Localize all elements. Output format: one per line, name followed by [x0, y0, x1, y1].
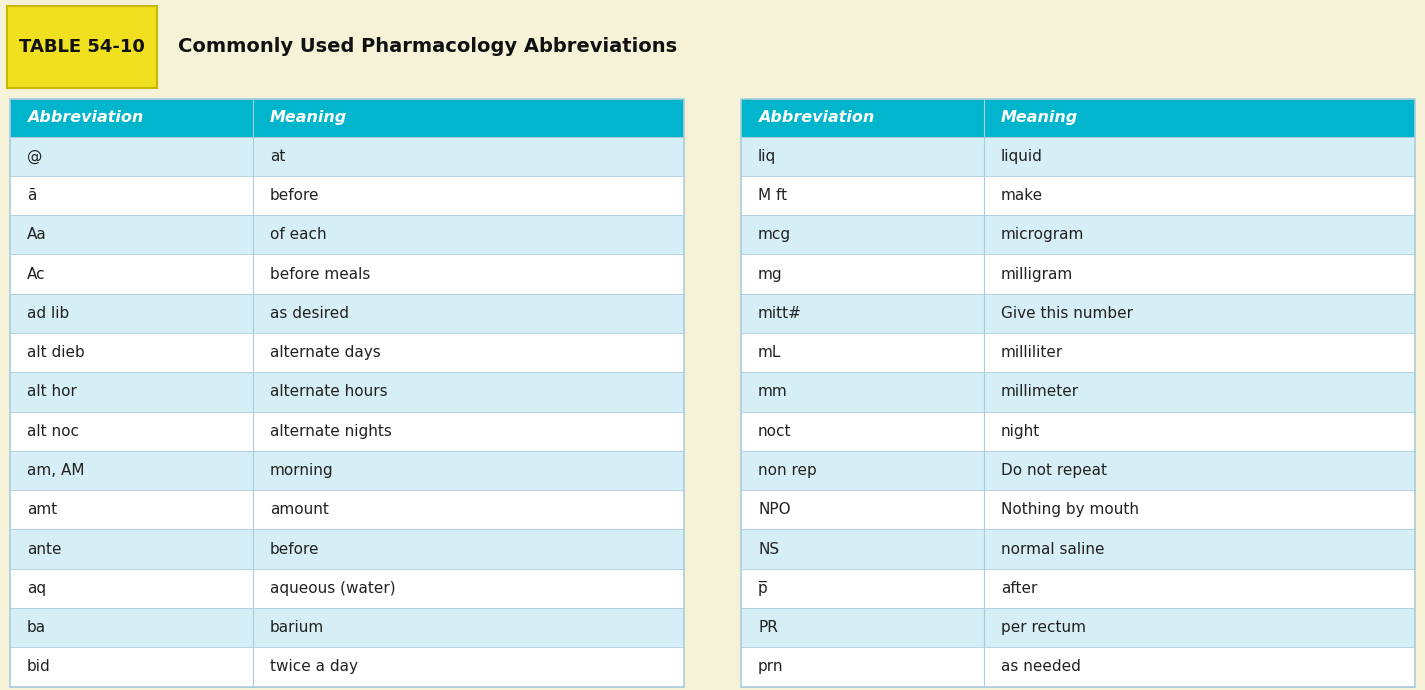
Text: bid: bid: [27, 660, 51, 674]
Bar: [741, 99, 1415, 137]
Bar: [10, 451, 684, 490]
Text: mm: mm: [758, 384, 788, 400]
Bar: [741, 333, 1415, 373]
Text: PR: PR: [758, 620, 778, 635]
Text: @: @: [27, 149, 43, 164]
Bar: [10, 411, 684, 451]
Text: night: night: [1000, 424, 1040, 439]
Text: as desired: as desired: [269, 306, 349, 321]
Text: twice a day: twice a day: [269, 660, 358, 674]
Text: aq: aq: [27, 581, 46, 596]
Bar: [10, 569, 684, 608]
Text: alternate nights: alternate nights: [269, 424, 392, 439]
Bar: [10, 647, 684, 687]
Text: Commonly Used Pharmacology Abbreviations: Commonly Used Pharmacology Abbreviations: [178, 37, 677, 56]
Text: mitt#: mitt#: [758, 306, 802, 321]
Bar: [10, 373, 684, 411]
Bar: [741, 569, 1415, 608]
Text: Give this number: Give this number: [1000, 306, 1133, 321]
Bar: [7, 6, 157, 88]
Text: alternate days: alternate days: [269, 345, 380, 360]
Bar: [741, 176, 1415, 215]
Text: mL: mL: [758, 345, 781, 360]
Text: alt dieb: alt dieb: [27, 345, 85, 360]
Text: Ac: Ac: [27, 266, 46, 282]
Text: prn: prn: [758, 660, 784, 674]
Text: amt: amt: [27, 502, 57, 518]
Text: milligram: milligram: [1000, 266, 1073, 282]
Bar: [0, 0, 1425, 93]
Text: before: before: [269, 188, 319, 203]
Text: of each: of each: [269, 227, 326, 242]
Text: at: at: [269, 149, 285, 164]
Bar: [10, 99, 684, 137]
Bar: [741, 294, 1415, 333]
Text: Meaning: Meaning: [1000, 110, 1077, 125]
Bar: [10, 294, 684, 333]
Bar: [741, 411, 1415, 451]
Text: Nothing by mouth: Nothing by mouth: [1000, 502, 1139, 518]
Text: liquid: liquid: [1000, 149, 1043, 164]
Bar: [10, 608, 684, 647]
Text: Aa: Aa: [27, 227, 47, 242]
Text: M ft: M ft: [758, 188, 787, 203]
Bar: [741, 647, 1415, 687]
Text: NPO: NPO: [758, 502, 791, 518]
Bar: [741, 99, 1415, 687]
Bar: [741, 215, 1415, 255]
Text: Abbreviation: Abbreviation: [758, 110, 875, 125]
Bar: [741, 529, 1415, 569]
Bar: [10, 333, 684, 373]
Bar: [10, 529, 684, 569]
Bar: [10, 176, 684, 215]
Bar: [741, 373, 1415, 411]
Text: Abbreviation: Abbreviation: [27, 110, 144, 125]
Bar: [741, 490, 1415, 529]
Text: per rectum: per rectum: [1000, 620, 1086, 635]
Text: millimeter: millimeter: [1000, 384, 1079, 400]
Text: alt hor: alt hor: [27, 384, 77, 400]
Text: normal saline: normal saline: [1000, 542, 1104, 557]
Text: non rep: non rep: [758, 463, 817, 478]
Text: ā: ā: [27, 188, 37, 203]
Bar: [741, 137, 1415, 176]
Bar: [10, 99, 684, 687]
Text: Do not repeat: Do not repeat: [1000, 463, 1107, 478]
Text: ba: ba: [27, 620, 46, 635]
Text: after: after: [1000, 581, 1037, 596]
Text: microgram: microgram: [1000, 227, 1084, 242]
Text: noct: noct: [758, 424, 792, 439]
Text: before: before: [269, 542, 319, 557]
Text: Meaning: Meaning: [269, 110, 346, 125]
Text: NS: NS: [758, 542, 779, 557]
Bar: [741, 608, 1415, 647]
Text: ante: ante: [27, 542, 61, 557]
Text: before meals: before meals: [269, 266, 370, 282]
Text: alt noc: alt noc: [27, 424, 78, 439]
Text: am, AM: am, AM: [27, 463, 84, 478]
Text: ad lib: ad lib: [27, 306, 70, 321]
Text: as needed: as needed: [1000, 660, 1080, 674]
Text: p̅: p̅: [758, 581, 768, 596]
Text: TABLE 54-10: TABLE 54-10: [19, 37, 145, 56]
Bar: [10, 490, 684, 529]
Text: barium: barium: [269, 620, 323, 635]
Bar: [741, 451, 1415, 490]
Text: mg: mg: [758, 266, 782, 282]
Text: milliliter: milliliter: [1000, 345, 1063, 360]
Text: morning: morning: [269, 463, 333, 478]
Text: amount: amount: [269, 502, 329, 518]
Bar: [741, 255, 1415, 294]
Bar: [10, 255, 684, 294]
Text: mcg: mcg: [758, 227, 791, 242]
Text: liq: liq: [758, 149, 777, 164]
Text: alternate hours: alternate hours: [269, 384, 388, 400]
Bar: [10, 137, 684, 176]
Text: make: make: [1000, 188, 1043, 203]
Text: aqueous (water): aqueous (water): [269, 581, 395, 596]
Bar: [10, 215, 684, 255]
